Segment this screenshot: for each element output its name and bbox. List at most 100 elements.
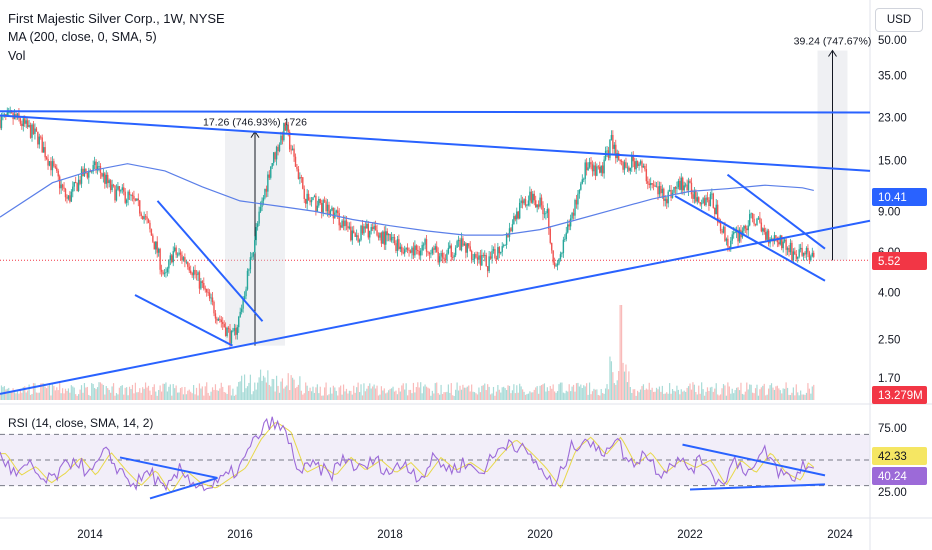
volume-bar xyxy=(784,388,786,400)
volume-bar xyxy=(586,383,588,400)
rsi-trendline[interactable] xyxy=(689,483,826,491)
candle-body xyxy=(502,245,505,247)
trendline[interactable] xyxy=(0,219,871,395)
volume-bar xyxy=(752,392,754,400)
ma200-line xyxy=(0,163,814,236)
volume-bar xyxy=(431,390,433,400)
rsi-trendline[interactable] xyxy=(149,476,218,500)
candle-body xyxy=(187,261,189,267)
volume-bar xyxy=(284,386,286,400)
volume-bar xyxy=(232,388,234,400)
candle-body xyxy=(402,252,404,254)
volume-indicator-label[interactable]: Vol xyxy=(8,49,26,63)
candle-body xyxy=(211,297,214,302)
candle-body xyxy=(147,219,150,223)
candle-body xyxy=(48,161,51,166)
volume-bar xyxy=(465,387,467,400)
candle-body xyxy=(436,246,438,253)
volume-bar xyxy=(102,384,104,400)
volume-bar xyxy=(571,386,573,400)
candle-body xyxy=(92,165,94,172)
price-tick-label: 15.00 xyxy=(878,155,907,167)
candle-body xyxy=(34,128,36,134)
volume-bar xyxy=(206,382,208,400)
volume-bar xyxy=(447,384,449,400)
rsi-trendline[interactable] xyxy=(682,443,826,477)
candle-body xyxy=(466,243,468,253)
candle-body xyxy=(661,188,664,194)
trendlines[interactable] xyxy=(0,110,871,395)
volume-bar xyxy=(498,389,500,400)
volume-bar xyxy=(682,391,684,400)
volume-bar xyxy=(303,393,305,400)
candle-body xyxy=(425,239,428,252)
candle-body xyxy=(695,190,697,202)
candle-body xyxy=(185,261,188,263)
volume-bar xyxy=(424,384,426,400)
volume-bar xyxy=(404,389,406,400)
volume-bar xyxy=(481,385,483,400)
candle-body xyxy=(329,210,332,215)
trendline[interactable] xyxy=(134,294,233,347)
candle-body xyxy=(24,118,26,124)
candle-body xyxy=(798,249,800,257)
volume-bar xyxy=(808,388,810,400)
candle-body xyxy=(238,316,240,328)
candle-body xyxy=(357,235,359,242)
rsi-trendline[interactable] xyxy=(119,456,218,479)
candle-body xyxy=(484,255,486,256)
candle-body xyxy=(217,319,220,321)
candle-body xyxy=(353,230,355,234)
candle-body xyxy=(287,125,289,132)
volume-bar xyxy=(561,382,563,400)
candle-body xyxy=(80,168,83,184)
candle-body xyxy=(58,176,61,189)
volume-bar xyxy=(651,387,653,400)
volume-bar xyxy=(309,387,311,400)
volume-bar xyxy=(446,391,448,400)
symbol-title[interactable]: First Majestic Silver Corp., 1W, NYSE xyxy=(8,11,225,26)
volume-bar xyxy=(666,392,668,400)
volume-bar xyxy=(313,392,316,400)
candle-body xyxy=(51,161,54,171)
currency-button[interactable]: USD xyxy=(875,8,923,32)
volume-bar xyxy=(673,390,675,400)
time-tick-label: 2022 xyxy=(677,529,703,541)
trendline[interactable] xyxy=(156,200,264,322)
volume-bars xyxy=(0,305,815,400)
candle-body xyxy=(743,225,745,231)
candle-body xyxy=(99,166,102,173)
candle-body xyxy=(644,165,646,170)
volume-bar xyxy=(22,387,24,400)
volume-bar xyxy=(12,388,14,400)
candle-body xyxy=(788,248,790,253)
volume-bar xyxy=(479,392,481,400)
candle-body xyxy=(82,168,84,177)
volume-bar xyxy=(396,394,399,400)
candle-body xyxy=(72,186,74,192)
volume-bar xyxy=(222,386,224,400)
candle-body xyxy=(255,227,257,241)
rsi-indicator-label[interactable]: RSI (14, close, SMA, 14, 2) xyxy=(8,416,154,430)
time-tick-label: 2018 xyxy=(377,529,403,541)
volume-bar xyxy=(16,391,19,400)
volume-bar xyxy=(348,390,350,400)
volume-bar xyxy=(412,382,415,400)
candle-body xyxy=(440,252,442,257)
candle-body xyxy=(399,246,402,249)
trendline[interactable] xyxy=(726,173,826,250)
volume-bar xyxy=(43,383,45,400)
volume-bar xyxy=(545,391,547,400)
volume-bar xyxy=(494,395,496,400)
trendline[interactable] xyxy=(0,114,871,172)
volume-bar xyxy=(457,390,460,400)
trendline[interactable] xyxy=(0,110,871,114)
candle-body xyxy=(6,112,8,116)
candle-body xyxy=(251,256,253,258)
ma-indicator-label[interactable]: MA (200, close, 0, SMA, 5) xyxy=(8,30,157,44)
volume-bar xyxy=(703,395,706,400)
volume-bar xyxy=(182,394,185,400)
volume-bar xyxy=(568,384,570,400)
trendline[interactable] xyxy=(674,195,826,282)
